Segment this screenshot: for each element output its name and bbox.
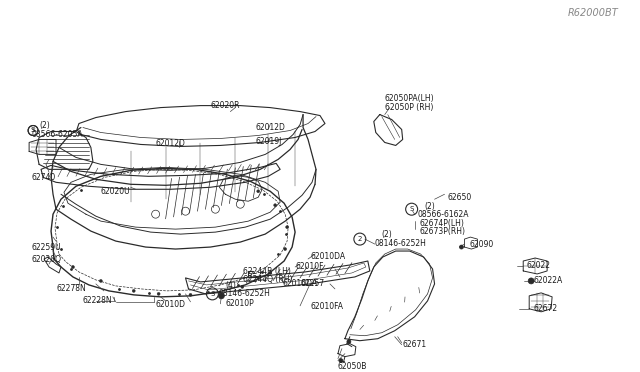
Text: 62050PA(LH): 62050PA(LH) xyxy=(385,94,435,103)
Text: (2): (2) xyxy=(424,202,435,211)
Text: 62228N: 62228N xyxy=(83,296,113,305)
Text: 62020Q: 62020Q xyxy=(31,254,61,263)
Text: 62090: 62090 xyxy=(469,240,493,248)
Circle shape xyxy=(269,272,272,275)
Circle shape xyxy=(284,247,287,250)
Text: 62010P: 62010P xyxy=(225,299,254,308)
Circle shape xyxy=(132,289,135,292)
Text: 62671: 62671 xyxy=(403,340,427,349)
Text: S: S xyxy=(31,128,35,133)
Circle shape xyxy=(189,294,192,296)
Text: 62010FA: 62010FA xyxy=(310,302,343,311)
Text: 62010F: 62010F xyxy=(295,263,324,272)
Text: 62672: 62672 xyxy=(533,304,557,313)
Circle shape xyxy=(274,204,276,207)
Text: 62022A: 62022A xyxy=(533,276,563,285)
Text: 62020R: 62020R xyxy=(211,101,240,110)
Text: 62020U: 62020U xyxy=(101,187,131,196)
Text: 62278N: 62278N xyxy=(56,284,86,294)
Circle shape xyxy=(528,278,534,284)
Circle shape xyxy=(99,279,102,282)
Circle shape xyxy=(347,340,351,344)
Text: 62257: 62257 xyxy=(300,279,324,288)
Circle shape xyxy=(218,293,225,299)
Text: 62012D: 62012D xyxy=(255,123,285,132)
Text: (2): (2) xyxy=(39,121,50,130)
Text: 62244R (LH): 62244R (LH) xyxy=(243,267,291,276)
Text: (2): (2) xyxy=(382,230,392,238)
Text: 3: 3 xyxy=(210,291,214,297)
Circle shape xyxy=(157,292,160,295)
Text: 08566-6162A: 08566-6162A xyxy=(418,210,469,219)
Text: 62673P(RH): 62673P(RH) xyxy=(420,227,466,235)
Text: 62019J: 62019J xyxy=(255,137,282,146)
Text: 08146-6252H: 08146-6252H xyxy=(375,238,427,248)
Text: 62010DA: 62010DA xyxy=(282,279,317,288)
Text: 62650: 62650 xyxy=(447,193,472,202)
Text: 62740: 62740 xyxy=(31,173,55,182)
Circle shape xyxy=(460,245,463,249)
Text: 62022: 62022 xyxy=(526,262,550,270)
Text: 62244Q (RH): 62244Q (RH) xyxy=(243,275,292,285)
Text: 08566-6205A: 08566-6205A xyxy=(31,130,83,139)
Circle shape xyxy=(72,266,74,269)
Text: 62010D: 62010D xyxy=(156,300,186,310)
Text: S: S xyxy=(31,128,35,134)
Text: 62050B: 62050B xyxy=(338,362,367,371)
Text: 62674P(LH): 62674P(LH) xyxy=(420,219,465,228)
Circle shape xyxy=(257,190,260,193)
Circle shape xyxy=(241,285,244,288)
Text: 08146-6252H: 08146-6252H xyxy=(218,289,270,298)
Circle shape xyxy=(285,226,289,229)
Text: 62012D: 62012D xyxy=(156,139,186,148)
Text: (4): (4) xyxy=(225,281,236,291)
Text: R62000BT: R62000BT xyxy=(568,8,619,18)
Text: 2: 2 xyxy=(358,236,362,242)
Circle shape xyxy=(339,359,343,363)
Text: 62050P (RH): 62050P (RH) xyxy=(385,103,433,112)
Text: S: S xyxy=(410,206,414,212)
Text: 62010DA: 62010DA xyxy=(310,251,345,260)
Text: 62259U: 62259U xyxy=(31,243,61,251)
